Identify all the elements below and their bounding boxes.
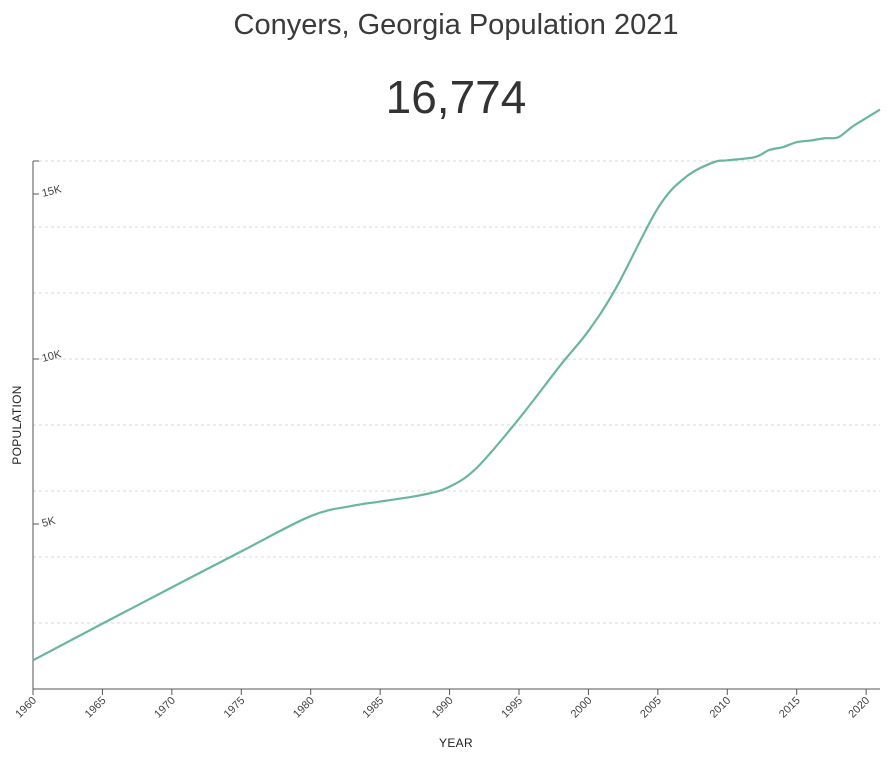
x-tick-label: 1975 — [222, 695, 248, 721]
x-tick-label: 2015 — [777, 695, 803, 721]
page-title: Conyers, Georgia Population 2021 — [233, 9, 679, 41]
x-axis-label: YEAR — [439, 736, 473, 750]
x-tick-label: 2020 — [846, 695, 872, 721]
x-tick-label: 1965 — [83, 695, 109, 721]
x-tick-label: 2005 — [638, 695, 664, 721]
grid-lines — [33, 160, 880, 624]
x-ticks: 1960 1965 1970 1975 1980 1985 1990 1995 2000 2005… — [13, 689, 872, 720]
population-series-line — [32, 108, 881, 662]
x-tick-label: 2010 — [708, 695, 734, 721]
x-tick-label: 1980 — [291, 695, 317, 721]
x-tick-label: 2000 — [569, 695, 595, 721]
x-tick-label: 1960 — [13, 695, 39, 721]
y-tick-label: 15K — [41, 183, 64, 200]
y-tick-label: 5K — [41, 515, 58, 530]
population-figure: 16,774 — [385, 71, 527, 123]
x-tick-label: 1995 — [499, 695, 525, 721]
x-tick-label: 1990 — [430, 695, 456, 721]
x-tick-label: 1985 — [360, 695, 386, 721]
y-ticks: 5K 10K 15K — [33, 183, 63, 530]
y-axis-label: POPULATION — [10, 385, 24, 464]
y-tick-label: 10K — [41, 348, 64, 365]
x-tick-label: 1970 — [152, 695, 178, 721]
